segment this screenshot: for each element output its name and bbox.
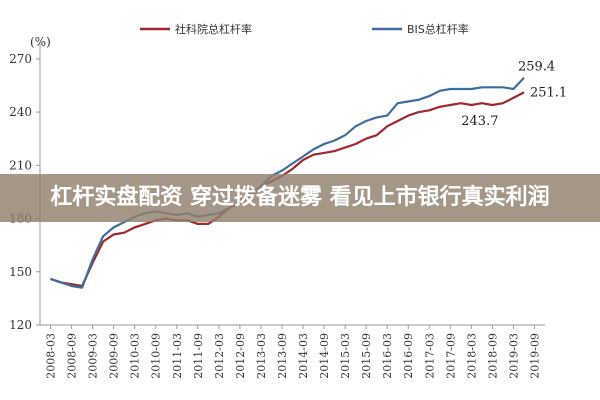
- data-label: 251.1: [530, 85, 567, 100]
- x-tick-label: 2012-03: [213, 333, 226, 379]
- axes: 1201501802102402702008-032008-092009-032…: [9, 42, 545, 379]
- x-tick-label: 2019-09: [528, 333, 541, 379]
- x-tick-label: 2017-09: [444, 333, 457, 379]
- x-tick-label: 2014-09: [318, 333, 331, 379]
- y-tick-label: 120: [9, 318, 32, 332]
- x-tick-label: 2009-09: [108, 333, 121, 379]
- series-line-0: [50, 91, 525, 288]
- x-tick-label: 2010-03: [129, 333, 142, 379]
- y-tick-label: 240: [9, 105, 32, 119]
- x-tick-label: 2014-03: [297, 333, 310, 379]
- legend: 社科院总杠杆率 BIS总杠杆率: [140, 22, 469, 36]
- x-tick-label: 2013-03: [255, 333, 268, 379]
- y-tick-label: 270: [9, 52, 32, 66]
- x-tick-label: 2008-09: [66, 333, 79, 379]
- x-tick-label: 2010-09: [150, 333, 163, 379]
- x-tick-label: 2018-03: [465, 333, 478, 379]
- annotations: 259.4 251.1 243.7: [461, 60, 567, 130]
- x-tick-label: 2016-09: [402, 333, 415, 379]
- y-tick-label: 150: [9, 265, 32, 279]
- x-tick-label: 2013-09: [276, 333, 289, 379]
- y-tick-label: 210: [9, 158, 32, 172]
- x-tick-label: 2015-03: [339, 333, 352, 379]
- x-tick-label: 2012-09: [234, 333, 247, 379]
- data-label: 243.7: [461, 114, 498, 129]
- x-tick-label: 2011-03: [171, 333, 184, 379]
- x-tick-label: 2017-03: [423, 333, 436, 379]
- legend-label: BIS总杠杆率: [407, 22, 469, 36]
- x-tick-label: 2011-09: [192, 333, 205, 379]
- overlay-banner: 杠杆实盘配资 穿过拨备迷雾 看见上市银行真实利润: [0, 174, 600, 222]
- x-tick-label: 2018-09: [486, 333, 499, 379]
- x-tick-label: 2008-03: [45, 333, 58, 379]
- x-tick-label: 2016-03: [381, 333, 394, 379]
- x-tick-label: 2009-03: [87, 333, 100, 379]
- legend-label: 社科院总杠杆率: [175, 22, 252, 36]
- x-tick-label: 2015-09: [360, 333, 373, 379]
- x-tick-label: 2019-03: [507, 333, 520, 379]
- data-label: 259.4: [518, 60, 555, 75]
